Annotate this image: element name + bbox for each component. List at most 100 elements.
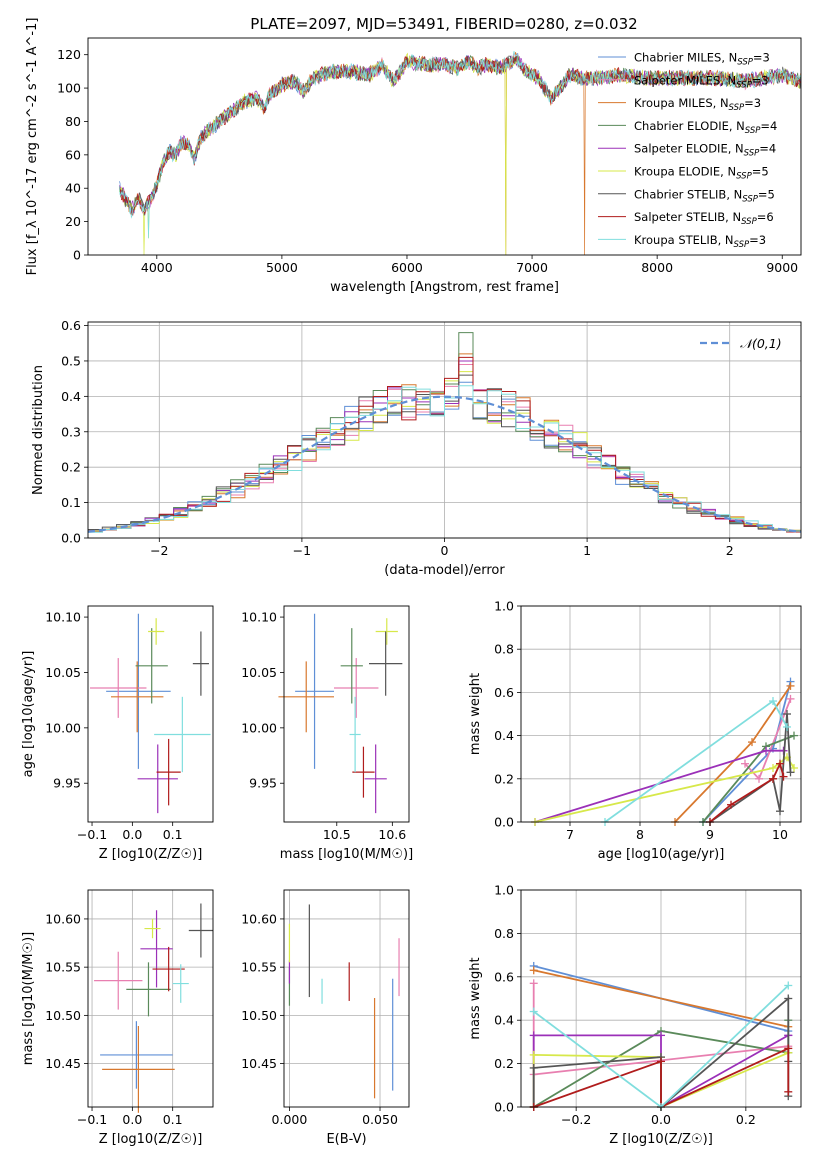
y-tick-label: 10.50 — [45, 1008, 81, 1023]
y-tick-label: 0.8 — [494, 642, 514, 657]
y-tick-label: 0.3 — [61, 424, 81, 439]
y-tick-label: 40 — [65, 181, 81, 196]
y-tick-label: 0.0 — [494, 815, 514, 830]
x-tick-label: 2 — [726, 543, 734, 558]
y-tick-label: 10.45 — [241, 1056, 277, 1071]
legend-entry: Kroupa STELIB, NSSP=3 — [634, 233, 766, 250]
weight-point-marker — [769, 697, 777, 706]
y-tick-label: 10.10 — [45, 610, 81, 625]
x-axis-label: E(B-V) — [326, 1132, 366, 1147]
y-tick-label: 10.10 — [241, 610, 277, 625]
x-tick-label: 8 — [636, 827, 644, 842]
weight-point-marker — [529, 1031, 538, 1040]
weight-point-marker — [529, 1050, 538, 1059]
mass_vs_Z-plot-area — [94, 903, 213, 1113]
y-tick-label: 20 — [65, 214, 81, 229]
y-tick-label: 0.2 — [494, 1056, 514, 1071]
residuals-plot-area — [87, 332, 802, 533]
y-tick-label: 10.05 — [241, 665, 277, 680]
weight-point-marker — [529, 979, 538, 988]
weight-point-marker — [657, 1031, 665, 1040]
axes-frame — [87, 889, 214, 1108]
weight-point-marker — [786, 694, 795, 703]
spectrum-plot-area — [118, 51, 801, 255]
y-axis-label: mass weight — [468, 957, 483, 1039]
y-tick-label: 60 — [65, 147, 81, 162]
weight-point-marker — [657, 1057, 665, 1066]
y-tick-label: 10.60 — [45, 911, 81, 926]
weight-point-marker — [741, 759, 749, 768]
y-tick-label: 100 — [57, 81, 81, 96]
x-axis-label: mass [log10(M/M☉)] — [280, 847, 413, 862]
age_vs_mass-plot-area — [278, 613, 403, 814]
weight-point-marker — [790, 764, 798, 772]
y-tick-label: 10.55 — [241, 960, 277, 975]
weight-point-marker — [727, 800, 735, 809]
weight-point-marker — [784, 1087, 793, 1096]
y-tick-label: 0.0 — [61, 531, 81, 546]
weight-point-marker — [783, 722, 791, 731]
x-tick-label: 5000 — [266, 260, 298, 275]
x-tick-label: 0.1 — [163, 1112, 183, 1127]
spectrum-title: PLATE=2097, MJD=53491, FIBERID=0280, z=0… — [250, 15, 637, 33]
weight-series-line — [533, 969, 789, 1028]
age_vs_Z-plot-area — [90, 613, 211, 814]
x-tick-label: 1 — [583, 543, 591, 558]
x-tick-label: 9 — [706, 827, 714, 842]
weight-point-marker — [769, 764, 777, 772]
x-tick-label: −0.2 — [561, 1112, 591, 1127]
y-tick-label: 0.4 — [494, 1013, 514, 1028]
x-tick-label: −1 — [293, 543, 311, 558]
mass_vs_EBV-plot-area — [288, 904, 400, 1099]
x-axis-label: wavelength [Angstrom, rest frame] — [330, 280, 559, 295]
x-tick-label: 0 — [441, 543, 449, 558]
axes-frame — [283, 889, 410, 1108]
weight-point-marker — [776, 807, 784, 816]
y-tick-label: 10.05 — [45, 665, 81, 680]
x-tick-label: 0.0 — [122, 827, 142, 842]
weight-point-marker — [769, 774, 777, 783]
weight-point-marker — [762, 746, 770, 755]
x-axis-label: Z [log10(Z/Z☉)] — [99, 847, 203, 862]
x-tick-label: 10 — [772, 827, 788, 842]
y-axis-label: Flux [f_λ 10^-17 erg cm^-2 s^-1 A^-1] — [25, 18, 40, 276]
y-tick-label: 10.60 — [241, 911, 277, 926]
legend-entry: Salpeter STELIB, NSSP=6 — [634, 210, 774, 227]
x-tick-label: 7 — [566, 827, 574, 842]
legend-entry: Chabrier ELODIE, NSSP=4 — [634, 119, 777, 136]
weight-point-marker — [783, 710, 791, 718]
x-tick-label: −0.1 — [77, 827, 107, 842]
x-tick-label: 0.1 — [163, 827, 183, 842]
x-tick-label: 9000 — [766, 260, 798, 275]
x-tick-label: −2 — [150, 543, 168, 558]
weight-point-marker — [790, 731, 798, 740]
weight-point-marker — [784, 981, 793, 990]
legend-entry: Chabrier STELIB, NSSP=5 — [634, 187, 775, 204]
y-tick-label: 0.0 — [494, 1100, 514, 1115]
weight-point-marker — [784, 994, 793, 1003]
legend-entry: Kroupa ELODIE, NSSP=5 — [634, 165, 769, 182]
axes-frame — [283, 605, 410, 823]
weight-point-marker — [529, 966, 538, 975]
y-tick-label: 80 — [65, 114, 81, 129]
y-tick-label: 0.8 — [494, 926, 514, 941]
weight-point-marker — [755, 774, 763, 783]
axes-frame — [87, 37, 802, 256]
x-tick-label: 0.0 — [651, 1112, 671, 1127]
x-tick-label: −0.1 — [77, 1112, 107, 1127]
y-tick-label: 0.4 — [494, 728, 514, 743]
y-tick-label: 0 — [73, 248, 81, 263]
x-tick-label: 0.050 — [362, 1112, 398, 1127]
axes-frame — [87, 605, 214, 823]
y-tick-label: 0.6 — [494, 969, 514, 984]
y-tick-label: 9.95 — [249, 776, 277, 791]
x-axis-label: Z [log10(Z/Z☉)] — [609, 1132, 713, 1147]
legend-entry: Chabrier MILES, NSSP=3 — [634, 51, 770, 68]
y-tick-label: 10.55 — [45, 960, 81, 975]
x-tick-label: 0.000 — [272, 1112, 308, 1127]
mass_vs_Z-axes — [88, 890, 213, 1107]
weight-point-marker — [779, 772, 788, 781]
weight-point-marker — [786, 768, 795, 777]
y-tick-label: 0.5 — [61, 353, 81, 368]
legend-entry: Salpeter MILES, NSSP=3 — [634, 73, 769, 90]
